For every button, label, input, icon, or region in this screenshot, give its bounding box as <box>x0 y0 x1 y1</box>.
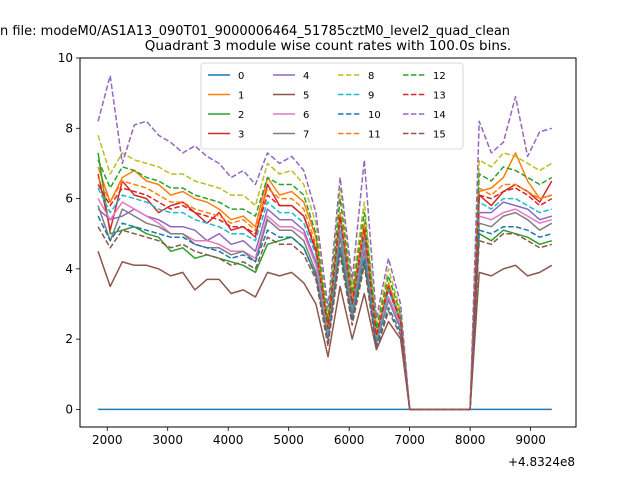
y-axis: 0 2 4 6 8 10 <box>58 51 80 416</box>
legend-label-10: 10 <box>368 110 381 121</box>
series-line-9 <box>97 187 553 411</box>
legend-label-8: 8 <box>368 71 374 82</box>
series-line-10 <box>97 215 553 411</box>
y-tick-label: 10 <box>58 51 73 65</box>
y-tick-label: 6 <box>65 192 73 206</box>
x-tick-label: 8000 <box>455 433 486 447</box>
series-line-5 <box>97 251 553 411</box>
legend-label-1: 1 <box>238 91 244 102</box>
series-line-2 <box>97 152 553 411</box>
series-line-3 <box>97 173 553 411</box>
x-tick-label: 4000 <box>213 433 244 447</box>
series-line-15 <box>97 226 553 411</box>
series-line-8 <box>97 135 553 411</box>
series-line-13 <box>97 184 553 411</box>
x-tick-label: 5000 <box>273 433 304 447</box>
chart-title: Quadrant 3 module wise count rates with … <box>145 38 511 54</box>
plot-frame <box>79 57 577 428</box>
x-tick-label: 9000 <box>515 433 546 447</box>
legend-label-2: 2 <box>238 110 244 121</box>
x-tick-label: 3000 <box>152 433 183 447</box>
legend-label-3: 3 <box>238 130 244 141</box>
series-line-12 <box>97 159 553 411</box>
legend-label-9: 9 <box>368 91 374 102</box>
legend-label-13: 13 <box>433 91 446 102</box>
legend-label-4: 4 <box>303 71 309 82</box>
figure-suptitle: n file: modeM0/AS1A13_090T01_9000006464_… <box>0 24 510 39</box>
y-tick-label: 2 <box>65 332 73 346</box>
y-tick-label: 4 <box>65 262 73 276</box>
legend-label-0: 0 <box>238 71 244 82</box>
series-line-1 <box>97 152 553 411</box>
legend-box <box>200 62 464 150</box>
plot-lines <box>97 74 553 411</box>
y-tick-label: 0 <box>65 402 73 416</box>
x-tick-label: 7000 <box>394 433 425 447</box>
legend-label-6: 6 <box>303 110 309 121</box>
legend-label-7: 7 <box>303 130 309 141</box>
series-line-11 <box>97 177 553 411</box>
x-tick-label: 6000 <box>334 433 365 447</box>
series-line-4 <box>97 201 553 411</box>
legend-label-12: 12 <box>433 71 446 82</box>
series-line-7 <box>97 205 553 411</box>
legend-label-14: 14 <box>433 110 446 121</box>
x-axis: 2000 3000 4000 5000 6000 7000 8000 9000 <box>92 427 546 447</box>
y-tick-label: 8 <box>65 121 73 135</box>
x-tick-label: 2000 <box>92 433 123 447</box>
series-line-14 <box>97 74 553 411</box>
legend-label-5: 5 <box>303 91 309 102</box>
x-axis-offset-label: +4.8324e8 <box>508 455 575 469</box>
legend-label-15: 15 <box>433 130 446 141</box>
legend-label-11: 11 <box>368 130 381 141</box>
series-line-6 <box>97 198 553 411</box>
